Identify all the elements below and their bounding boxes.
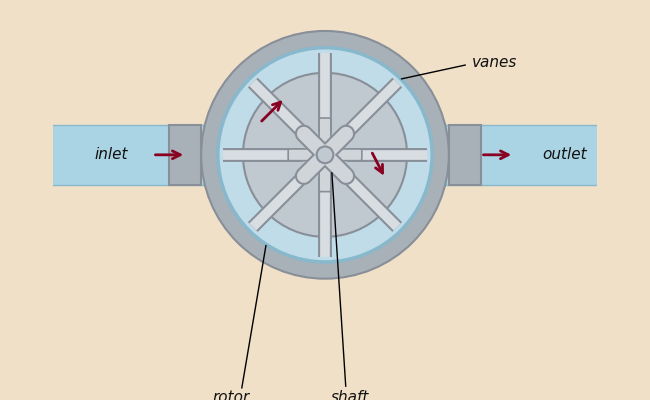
Text: outlet: outlet [542,147,587,162]
Circle shape [243,73,407,237]
Circle shape [319,172,331,184]
Circle shape [296,149,307,161]
FancyBboxPatch shape [288,149,362,161]
Bar [170,125,201,185]
Circle shape [218,48,432,262]
Circle shape [302,166,315,177]
Circle shape [319,126,331,137]
Circle shape [335,132,348,144]
Circle shape [335,166,348,177]
Circle shape [302,132,315,144]
Bar [53,125,597,185]
FancyBboxPatch shape [319,118,331,192]
Text: shaft: shaft [331,390,369,400]
Circle shape [317,146,333,163]
Text: vanes: vanes [471,55,517,70]
Text: rotor: rotor [213,390,250,400]
Circle shape [343,149,354,161]
Bar [449,125,480,185]
Text: inlet: inlet [94,147,127,162]
Circle shape [201,31,449,279]
Circle shape [313,143,337,166]
